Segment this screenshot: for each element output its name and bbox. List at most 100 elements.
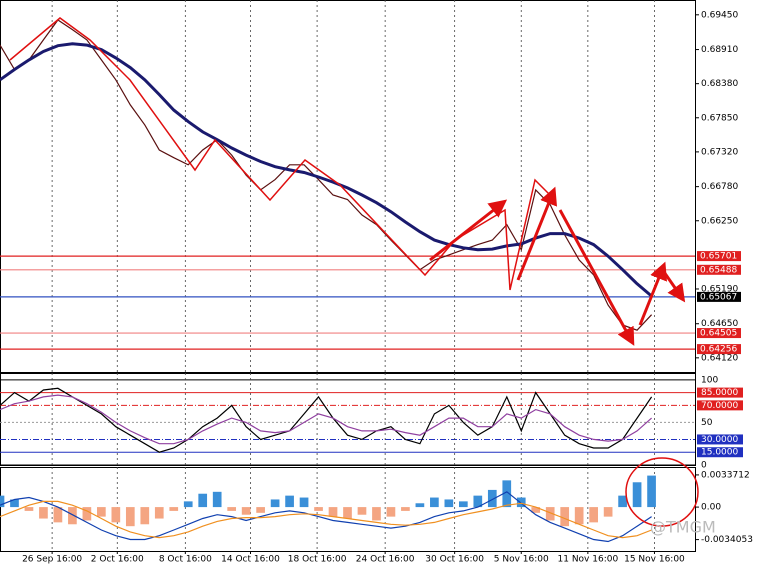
arrow xyxy=(558,209,635,346)
price-level-label: 0.65067 xyxy=(700,292,737,302)
x-tick-label: 15 Nov 16:00 xyxy=(624,555,685,565)
histogram-bar xyxy=(154,507,164,519)
y-tick-label: 15.0000 xyxy=(701,448,738,458)
histogram-bar xyxy=(68,507,77,525)
histogram-bar xyxy=(386,507,396,517)
histogram-bar xyxy=(270,499,280,508)
y-tick-label: 100 xyxy=(701,375,718,385)
price-level-box xyxy=(697,328,741,339)
y-tick-box xyxy=(697,447,743,458)
histogram-bar xyxy=(574,507,584,525)
histogram-bar xyxy=(0,495,5,508)
series-line xyxy=(0,500,652,539)
y-tick-label: 0.67320 xyxy=(701,147,738,157)
plot-area: 0.69450 0.68910 0.68380 0.67850 0.67320 0.667… xyxy=(0,0,753,565)
y-tick-label: 0.64120 xyxy=(701,353,738,363)
y-tick-label: 70.0000 xyxy=(701,401,738,411)
histogram-bar xyxy=(140,507,150,525)
y-tick-label: 0.00 xyxy=(701,503,721,513)
histogram-bar xyxy=(169,507,179,511)
histogram-bar xyxy=(10,499,19,508)
histogram-bar xyxy=(212,491,222,508)
y-tick-label: 0.69450 xyxy=(701,10,738,20)
arrow xyxy=(662,271,686,303)
series-line xyxy=(0,491,652,543)
histogram-bar xyxy=(82,507,92,521)
arrow xyxy=(429,199,508,262)
arrow xyxy=(516,186,558,281)
x-tick-label: 2 Oct 16:00 xyxy=(91,555,144,565)
histogram-bar xyxy=(473,495,483,508)
histogram-bar xyxy=(430,497,439,508)
histogram-bar xyxy=(97,507,106,517)
y-tick-label: 0.66250 xyxy=(701,216,738,226)
histogram-bar xyxy=(647,475,656,508)
series-line xyxy=(0,42,653,298)
histogram-bar xyxy=(589,507,598,523)
histogram-bar xyxy=(343,507,352,519)
histogram-bar xyxy=(560,507,570,527)
arrow xyxy=(638,261,668,326)
price-level-label: 0.64505 xyxy=(700,329,737,339)
price-level-box xyxy=(697,291,741,302)
histogram-bar xyxy=(183,501,193,508)
histogram-bar xyxy=(372,507,381,521)
y-tick-label: 0.65190 xyxy=(701,284,738,294)
histogram-bar xyxy=(458,501,468,508)
histogram-bar xyxy=(401,507,410,511)
y-tick-label: 0 xyxy=(701,461,707,471)
histogram-bar xyxy=(111,507,121,523)
x-tick-label: 11 Nov 16:00 xyxy=(558,555,619,565)
y-tick-label: 85.0000 xyxy=(701,388,738,398)
x-tick-label: 26 Sep 16:00 xyxy=(22,555,82,565)
y-tick-label: 0.64650 xyxy=(701,319,738,329)
series-line xyxy=(0,394,652,445)
histogram-bar xyxy=(487,489,497,508)
histogram-bar xyxy=(444,499,454,508)
histogram-bar xyxy=(545,507,555,521)
histogram-bar xyxy=(632,482,642,508)
histogram-bar xyxy=(603,507,613,517)
histogram-bar xyxy=(198,493,208,508)
y-tick-box xyxy=(697,387,743,398)
histogram-bar xyxy=(39,507,48,519)
y-tick-label: 50 xyxy=(701,418,713,428)
histogram-bar xyxy=(357,507,367,515)
annotations xyxy=(9,17,699,527)
price-level-label: 0.64256 xyxy=(700,345,737,355)
panel-frame xyxy=(0,467,696,552)
zigzag xyxy=(9,17,556,291)
y-tick-label: 0.0033712 xyxy=(701,470,750,480)
x-tick-label: 24 Oct 16:00 xyxy=(356,555,415,565)
histogram-bar xyxy=(299,497,309,508)
histogram-bar xyxy=(53,507,63,523)
y-tick-box xyxy=(697,434,743,445)
histogram-bar xyxy=(285,495,294,508)
highlight-circle xyxy=(625,457,699,527)
histogram-bar xyxy=(516,497,526,508)
histogram-bar xyxy=(502,480,512,508)
x-tick-label: 14 Oct 16:00 xyxy=(221,555,280,565)
y-tick-label: -0.0034053 xyxy=(701,535,753,545)
histogram-bar xyxy=(328,507,338,517)
price-level-label: 0.65701 xyxy=(700,252,737,262)
histogram-bar xyxy=(125,507,135,527)
x-tick-label: 8 Oct 16:00 xyxy=(159,555,212,565)
y-tick-label: 0.66780 xyxy=(701,182,738,192)
watermark: @TMGM xyxy=(650,518,716,537)
price-level-box xyxy=(697,251,741,262)
histogram-bar xyxy=(241,507,251,515)
histogram-bar xyxy=(618,495,627,508)
x-tick-label: 18 Oct 16:00 xyxy=(288,555,347,565)
histogram-bar xyxy=(531,507,541,513)
y-tick-label: 0.67850 xyxy=(701,113,738,123)
histogram-bar xyxy=(24,507,34,511)
price-level-label: 0.65488 xyxy=(700,265,737,275)
y-tick-box xyxy=(697,400,743,411)
price-level-box xyxy=(697,264,741,275)
series-line xyxy=(0,387,653,453)
price-level-box xyxy=(697,344,741,355)
y-tick-label: 0.68910 xyxy=(701,45,738,55)
